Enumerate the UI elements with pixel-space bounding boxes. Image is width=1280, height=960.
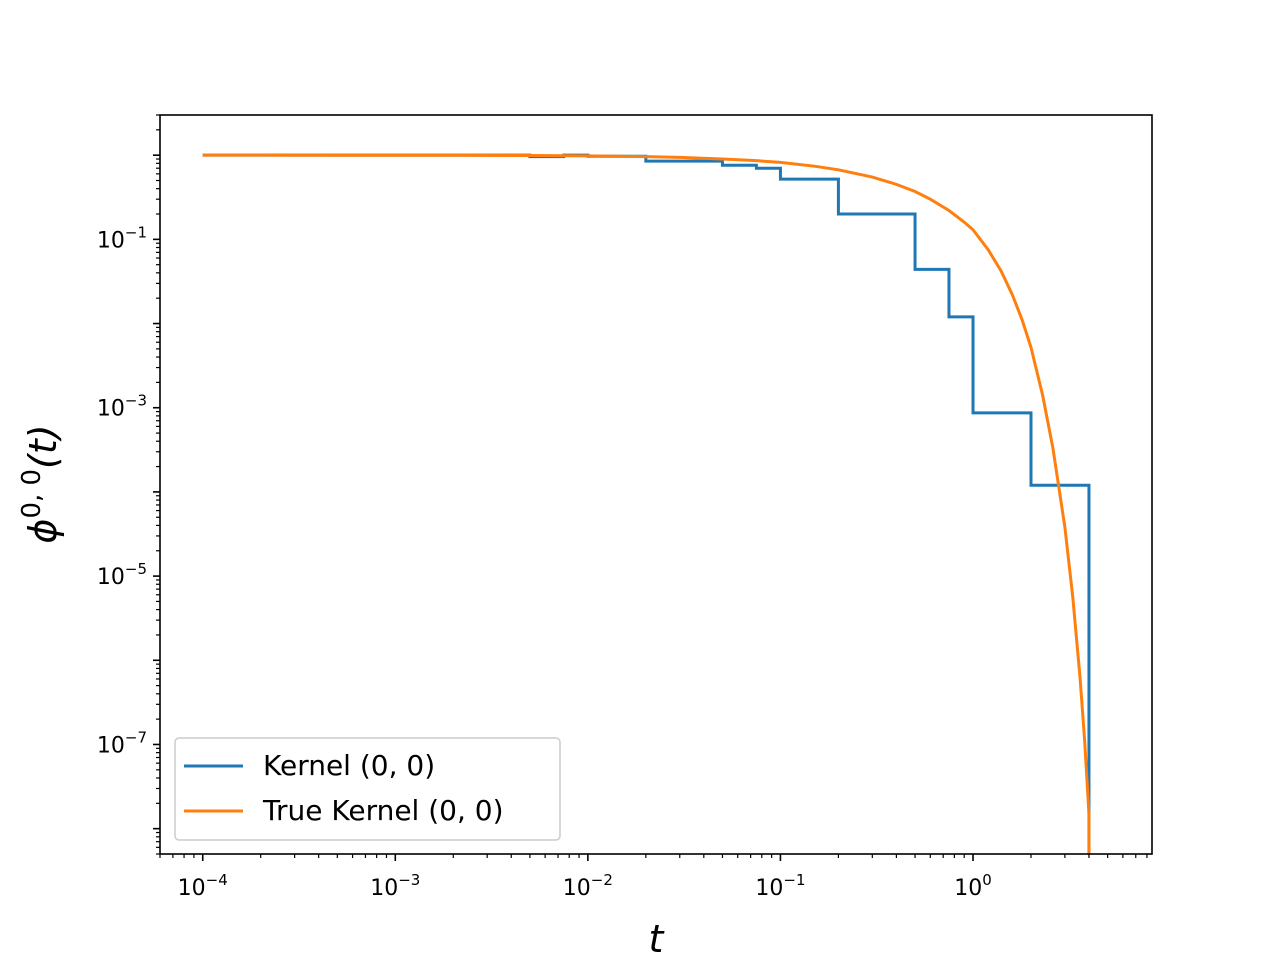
legend-label-true-kernel: True Kernel (0, 0) [262,794,504,827]
plot-lines [202,153,1091,854]
y-axis-label: ϕ0, 0(t) [17,424,65,543]
y-axis-label-base: ϕ [21,519,65,544]
x-tick-label: 10−2 [563,871,613,901]
x-axis-ticks: 10−4 10−3 10−2 10−1 100 [159,854,1148,901]
y-tick-label: 10−5 [97,560,147,590]
legend: Kernel (0, 0) True Kernel (0, 0) [174,737,561,841]
y-axis-label-sup: 0, 0 [17,469,47,519]
x-tick-label: 10−1 [755,871,805,901]
y-axis-ticks: 10−1 10−3 10−5 10−7 [97,114,160,855]
y-tick-label: 10−3 [97,392,147,422]
x-tick-label: 10−4 [178,871,228,901]
x-tick-label: 100 [954,871,992,901]
x-axis-label: t [649,917,666,960]
plot-frame [159,114,1153,855]
legend-box [174,737,561,841]
series-line-true-kernel [202,153,1091,854]
y-tick-label: 10−7 [97,728,147,758]
legend-label-kernel: Kernel (0, 0) [263,749,435,782]
x-tick-label: 10−3 [370,871,420,901]
y-tick-label: 10−1 [97,223,147,253]
y-axis-label-arg: (t) [21,424,65,469]
